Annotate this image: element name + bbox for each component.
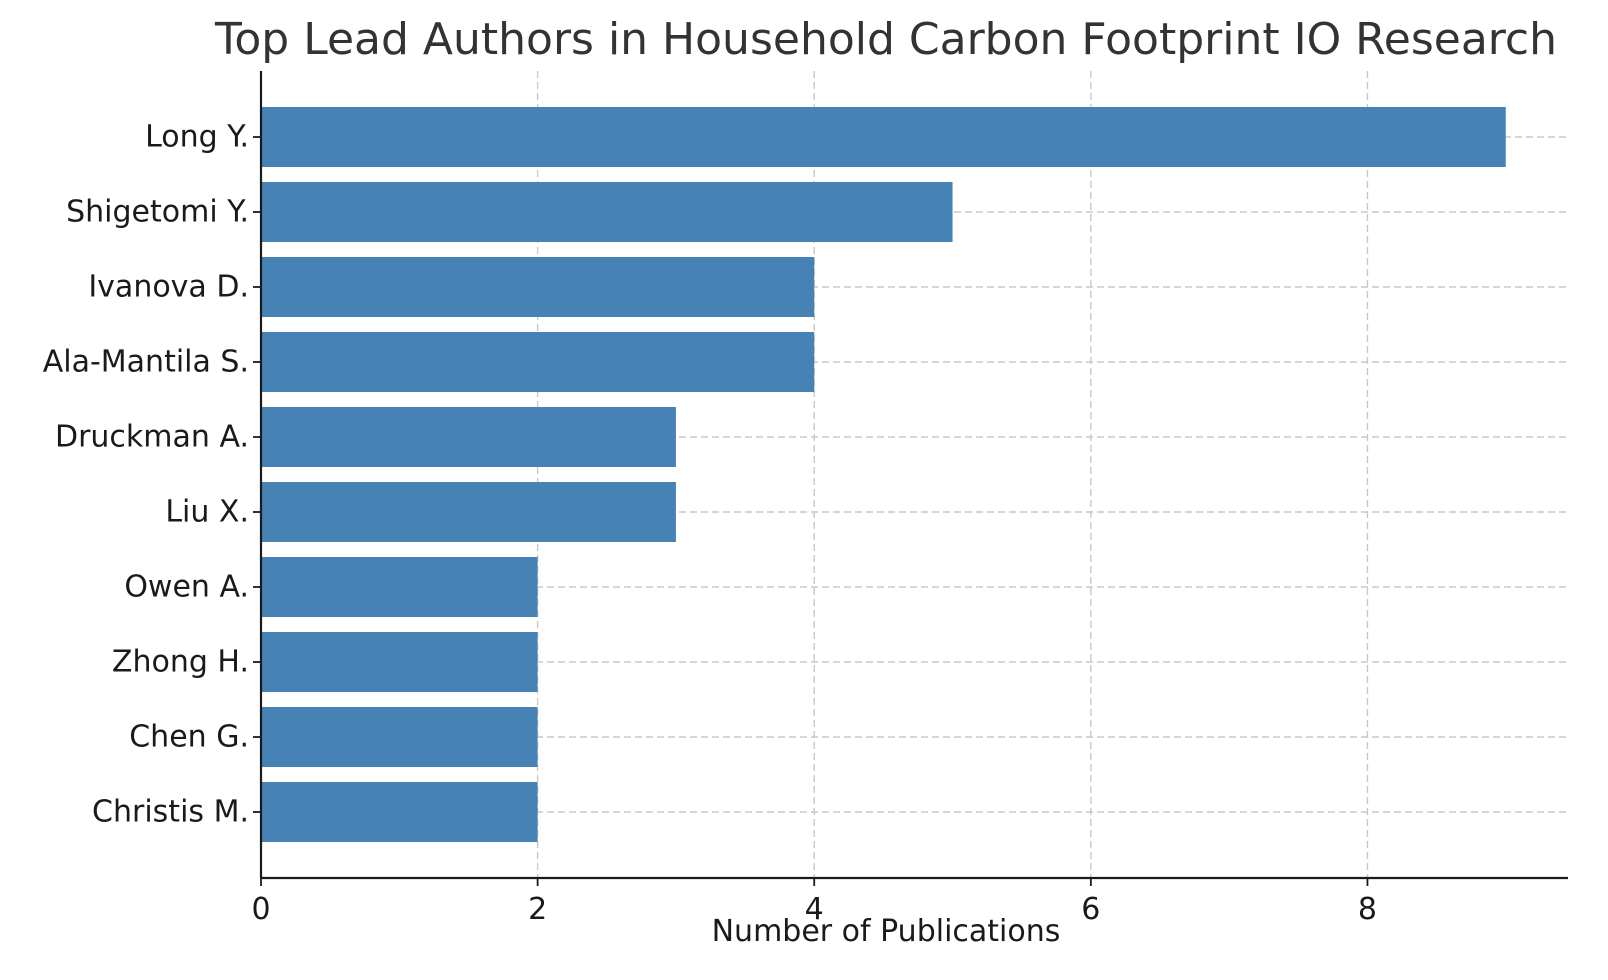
bars-layer	[261, 107, 1506, 842]
bar	[261, 707, 538, 767]
axes-layer	[259, 71, 1568, 880]
bar	[261, 407, 676, 467]
y-tick-label: Shigetomi Y.	[66, 195, 249, 230]
y-tick-label: Liu X.	[165, 495, 249, 530]
bar	[261, 782, 538, 842]
y-tick-label: Zhong H.	[112, 645, 249, 680]
bar	[261, 557, 538, 617]
x-tick-label: 2	[528, 892, 547, 927]
y-tick-label: Chen G.	[129, 720, 249, 755]
y-tick-label: Long Y.	[145, 120, 249, 155]
y-tick-label: Christis M.	[92, 795, 249, 830]
x-tick-label: 8	[1358, 892, 1377, 927]
y-tick-label: Ala-Mantila S.	[43, 345, 249, 380]
x-tick-label: 6	[1081, 892, 1100, 927]
y-tick-label: Ivanova D.	[88, 270, 249, 305]
bar	[261, 182, 953, 242]
bar	[261, 107, 1506, 167]
bar	[261, 482, 676, 542]
chart-title: Top Lead Authors in Household Carbon Foo…	[214, 14, 1557, 65]
y-tick-label: Owen A.	[124, 570, 249, 605]
y-tick-label: Druckman A.	[55, 420, 249, 455]
ticks-layer: 0 2 4 6 8 Long Y. Shigetomi Y. Ivanova D. Ala-Ma…	[43, 120, 1377, 928]
bar	[261, 257, 815, 317]
x-tick-label: 0	[251, 892, 270, 927]
bar	[261, 632, 538, 692]
x-tick-label: 4	[805, 892, 824, 927]
x-axis-label: Number of Publications	[712, 914, 1061, 949]
bar	[261, 332, 815, 392]
